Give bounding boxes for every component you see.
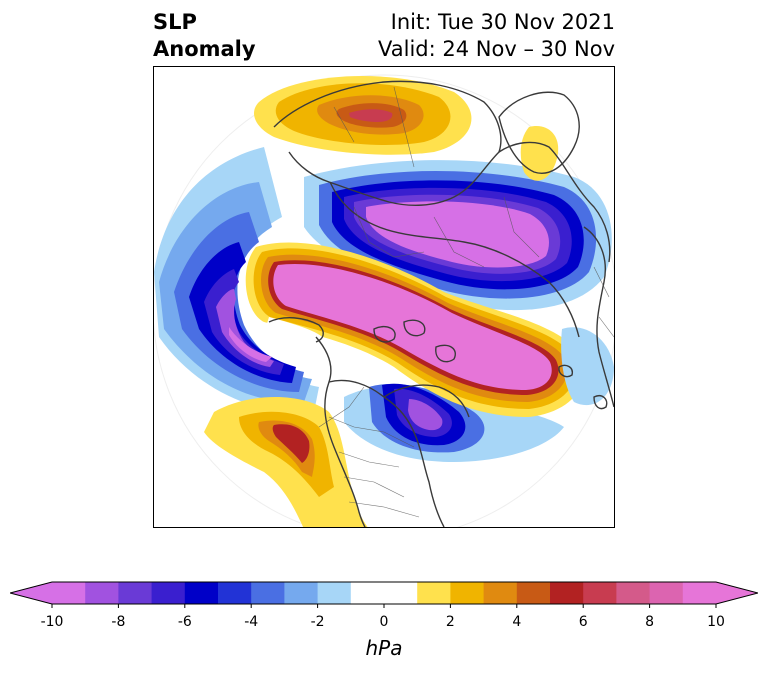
low-anomaly-pacific xyxy=(154,147,319,413)
colorbar-tick-label: 2 xyxy=(445,614,455,630)
colorbar-tick-label: 8 xyxy=(645,614,655,630)
colorbar-tick-label: -4 xyxy=(244,614,259,630)
colorbar-segment xyxy=(317,582,352,604)
colorbar-segment xyxy=(616,582,651,604)
colorbar-segment xyxy=(251,582,285,604)
colorbar-segment xyxy=(218,582,252,604)
colorbar-segment xyxy=(483,582,518,604)
colorbar-tick-label: 10 xyxy=(707,614,725,630)
colorbar-segment xyxy=(284,582,319,604)
title-right: Init: Tue 30 Nov 2021 Valid: 24 Nov – 30… xyxy=(378,9,615,63)
colorbar-segment xyxy=(118,582,153,604)
colorbar-ticks: -10 -8 -6 -4 -2 0 2 4 6 8 10 xyxy=(0,614,768,632)
colorbar-tick-label: -6 xyxy=(177,614,192,630)
high-anomaly-west-america xyxy=(204,397,368,527)
title-left: SLP Anomaly xyxy=(153,9,256,63)
init-date: Init: Tue 30 Nov 2021 xyxy=(390,10,615,34)
colorbar-segment xyxy=(682,582,717,604)
colorbar-segment xyxy=(550,582,584,604)
political-borders xyxy=(318,86,614,518)
colorbar-segment xyxy=(151,582,186,604)
map-canvas xyxy=(154,67,614,527)
colorbar-segment xyxy=(417,582,451,604)
colorbar-tick-label: 6 xyxy=(578,614,588,630)
high-anomaly-north-atlantic xyxy=(520,126,559,181)
colorbar-tick-label: -8 xyxy=(111,614,126,630)
colorbar-segment xyxy=(583,582,617,604)
colorbar-under-arrow xyxy=(10,582,52,604)
high-anomaly-arctic xyxy=(245,242,584,417)
valid-range: Valid: 24 Nov – 30 Nov xyxy=(378,37,615,61)
colorbar-segment xyxy=(184,582,219,604)
neutral-band xyxy=(266,317,324,340)
low-anomaly-europe xyxy=(561,327,614,406)
colorbar-segment xyxy=(649,582,684,604)
high-anomaly-siberia xyxy=(254,75,472,155)
colorbar-unit-label: hPa xyxy=(365,636,403,660)
coastlines xyxy=(268,80,614,527)
colorbar-segment xyxy=(450,582,485,604)
title-subvariable: Anomaly xyxy=(153,37,256,61)
colorbar xyxy=(10,581,758,608)
colorbar-segment xyxy=(516,582,551,604)
colorbar-tick-label: -2 xyxy=(310,614,325,630)
colorbar-tick-label: 0 xyxy=(379,614,389,630)
low-anomaly-atlantic xyxy=(344,383,564,462)
anomaly-map xyxy=(153,66,615,528)
colorbar-over-arrow xyxy=(716,582,758,604)
colorbar-segment xyxy=(350,582,385,604)
colorbar-segment xyxy=(384,582,418,604)
title-variable: SLP xyxy=(153,10,197,34)
colorbar-tick-label: 4 xyxy=(512,614,522,630)
colorbar-segment xyxy=(85,582,119,604)
colorbar-segment xyxy=(52,582,86,604)
colorbar-tick-label: -10 xyxy=(40,614,64,630)
